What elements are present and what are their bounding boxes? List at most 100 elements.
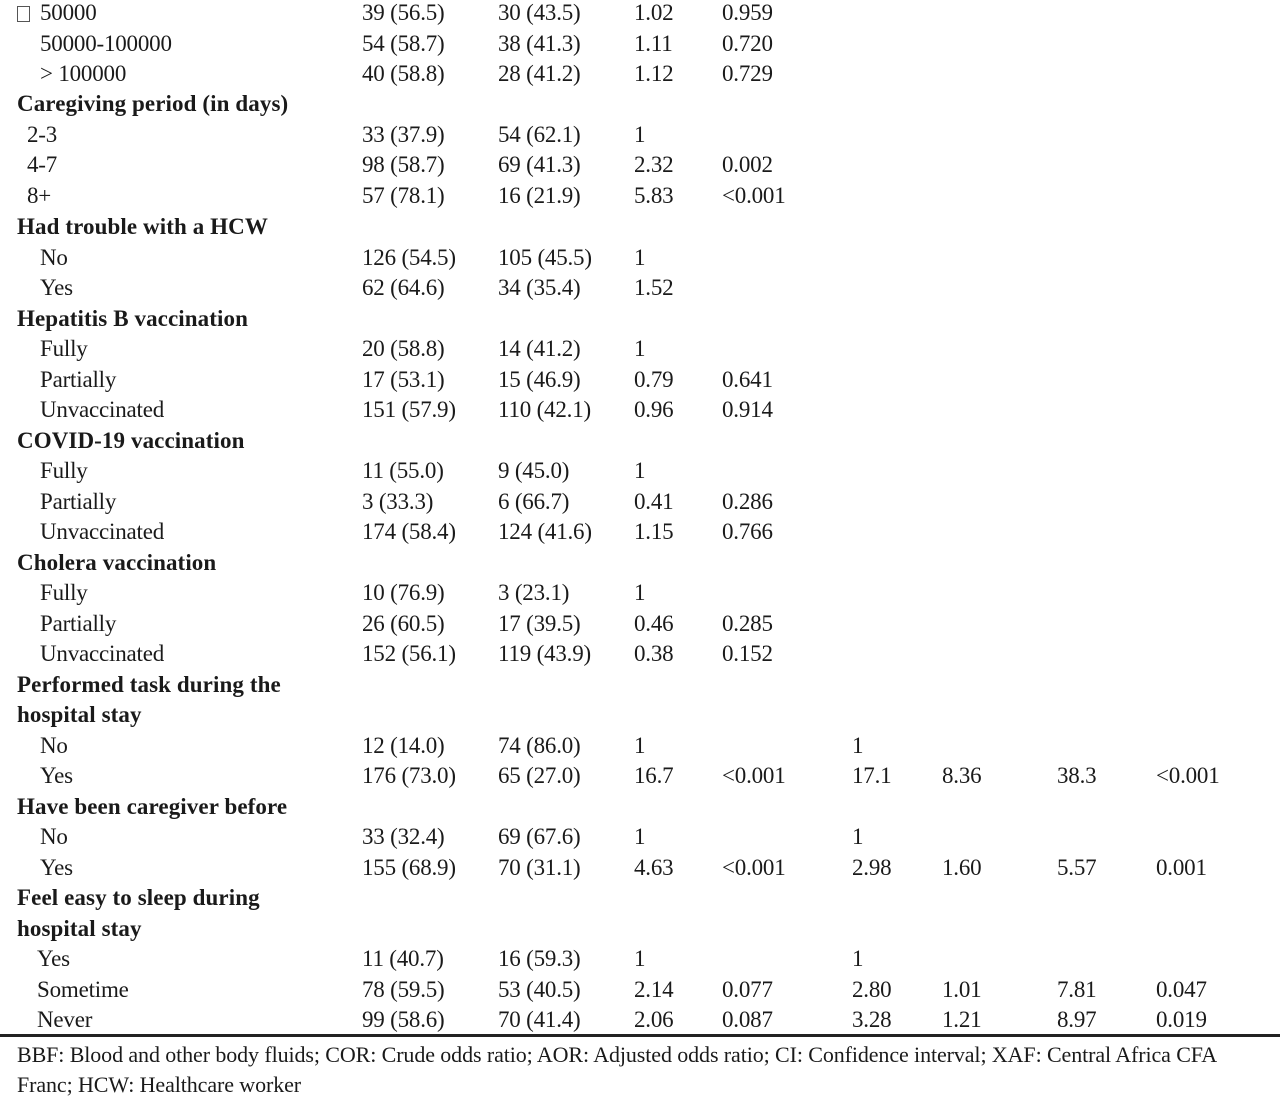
table-cell: 0.959 (722, 0, 773, 25)
table-cell: 98 (58.7) (362, 152, 445, 177)
table-cell: 0.077 (722, 977, 773, 1002)
table-cell: 20 (58.8) (362, 336, 445, 361)
table-row: Sometime 78 (59.5) 53 (40.5) 2.14 0.077 2.80 1… (0, 975, 1280, 1005)
missing-glyph-icon (17, 6, 30, 22)
row-label: Unvaccinated (40, 519, 165, 544)
table-cell: 16.7 (634, 763, 674, 788)
row-label: 50000-100000 (40, 31, 172, 56)
table-cell: 1 (634, 458, 646, 483)
table-cell: 74 (86.0) (498, 733, 581, 758)
table-cell: 26 (60.5) (362, 611, 445, 636)
table-cell: <0.001 (722, 855, 786, 880)
table-cell: 2.06 (634, 1007, 674, 1032)
table-cell: 5.83 (634, 183, 674, 208)
table-cell: 14 (41.2) (498, 336, 581, 361)
table-cell: 1 (634, 733, 646, 758)
row-label: Fully (40, 336, 88, 361)
row-label: Unvaccinated (40, 641, 165, 666)
table-cell: 1 (634, 336, 646, 361)
table-cell: 0.79 (634, 367, 674, 392)
group-label: Had trouble with a HCW (17, 214, 268, 239)
table-cell: 17 (39.5) (498, 611, 581, 636)
group-label: Caregiving period (in days) (17, 91, 289, 116)
table-row: Fully 10 (76.9) 3 (23.1) 1 (0, 578, 1280, 608)
table-cell: 0.729 (722, 61, 773, 86)
row-label: 2-3 (27, 122, 58, 147)
table-cell: 0.002 (722, 152, 773, 177)
group-label: Hepatitis B vaccination (17, 306, 249, 331)
table-cell: 4.63 (634, 855, 674, 880)
table-cell: 0.766 (722, 519, 773, 544)
table-group-header: Performed task during the (0, 670, 1280, 700)
table-row: Never 99 (58.6) 70 (41.4) 2.06 0.087 3.28 1.21… (0, 1005, 1280, 1035)
table-row: No 12 (14.0) 74 (86.0) 1 1 (0, 731, 1280, 761)
table-cell: 2.98 (852, 855, 892, 880)
table-row: 8+ 57 (78.1) 16 (21.9) 5.83 <0.001 (0, 181, 1280, 211)
table-cell: 155 (68.9) (362, 855, 456, 880)
row-label: No (40, 245, 68, 270)
table-cell: 34 (35.4) (498, 275, 581, 300)
table-cell: 3.28 (852, 1007, 892, 1032)
table-cell: 40 (58.8) (362, 61, 445, 86)
table-cell: 1.21 (942, 1007, 982, 1032)
table-row: 50000 39 (56.5) 30 (43.5) 1.02 0.959 (0, 0, 1280, 28)
table-cell: 126 (54.5) (362, 245, 456, 270)
group-label: Performed task during the (17, 672, 281, 697)
table-cell: 124 (41.6) (498, 519, 592, 544)
table-cell: 0.047 (1156, 977, 1207, 1002)
table-cell: 1 (634, 245, 646, 270)
row-label: No (40, 824, 68, 849)
table-cell: 5.57 (1057, 855, 1097, 880)
table-cell: 1.12 (634, 61, 674, 86)
table-group-header: Caregiving period (in days) (0, 89, 1280, 119)
table-cell: 1 (852, 946, 864, 971)
table-cell: 12 (14.0) (362, 733, 445, 758)
table-row: Yes 176 (73.0) 65 (27.0) 16.7 <0.001 17.1 8.36… (0, 761, 1280, 791)
table-cell: <0.001 (722, 183, 786, 208)
table-cell: 1 (634, 122, 646, 147)
row-label: Fully (40, 580, 88, 605)
table-cell: 105 (45.5) (498, 245, 592, 270)
row-label: Partially (40, 611, 117, 636)
table-cell: 7.81 (1057, 977, 1097, 1002)
table-row: Fully 11 (55.0) 9 (45.0) 1 (0, 456, 1280, 486)
row-label: Partially (40, 367, 117, 392)
table-group-header: Feel easy to sleep during (0, 883, 1280, 913)
group-label: Have been caregiver before (17, 794, 288, 819)
table-row: Unvaccinated 151 (57.9) 110 (42.1) 0.96 0.91… (0, 395, 1280, 425)
row-label: 8+ (27, 183, 52, 208)
row-label: Fully (40, 458, 88, 483)
table-cell: 0.38 (634, 641, 674, 666)
table-cell: 0.641 (722, 367, 773, 392)
table-cell: 152 (56.1) (362, 641, 456, 666)
row-label: Never (37, 1007, 93, 1032)
table-cell: 11 (40.7) (362, 946, 444, 971)
table-cell: 8.36 (942, 763, 982, 788)
table-cell: 1.01 (942, 977, 982, 1002)
table-cell: 11 (55.0) (362, 458, 444, 483)
table-row: 50000-100000 54 (58.7) 38 (41.3) 1.11 0.720 (0, 29, 1280, 59)
row-label: Yes (37, 946, 70, 971)
table-cell: 0.914 (722, 397, 773, 422)
table-row: Yes 155 (68.9) 70 (31.1) 4.63 <0.001 2.98 1.60… (0, 853, 1280, 883)
table-cell: 99 (58.6) (362, 1007, 445, 1032)
table-cell: 3 (23.1) (498, 580, 570, 605)
row-label: No (40, 733, 68, 758)
table-cell: 1 (634, 946, 646, 971)
table-cell: 0.41 (634, 489, 674, 514)
table-cell: 54 (62.1) (498, 122, 581, 147)
row-label: 50000 (40, 0, 97, 25)
table-cell: 3 (33.3) (362, 489, 434, 514)
table-row: 4-7 98 (58.7) 69 (41.3) 2.32 0.002 (0, 150, 1280, 180)
table-cell: 176 (73.0) (362, 763, 456, 788)
group-label: Cholera vaccination (17, 550, 217, 575)
table-group-header: hospital stay (0, 914, 1280, 944)
table-cell: 1.52 (634, 275, 674, 300)
group-label: hospital stay (17, 702, 142, 727)
table-cell: 0.152 (722, 641, 773, 666)
row-label: Yes (40, 855, 73, 880)
table-cell: 1 (634, 580, 646, 605)
table-cell: 2.32 (634, 152, 674, 177)
group-label: hospital stay (17, 916, 142, 941)
row-label: Yes (40, 763, 73, 788)
